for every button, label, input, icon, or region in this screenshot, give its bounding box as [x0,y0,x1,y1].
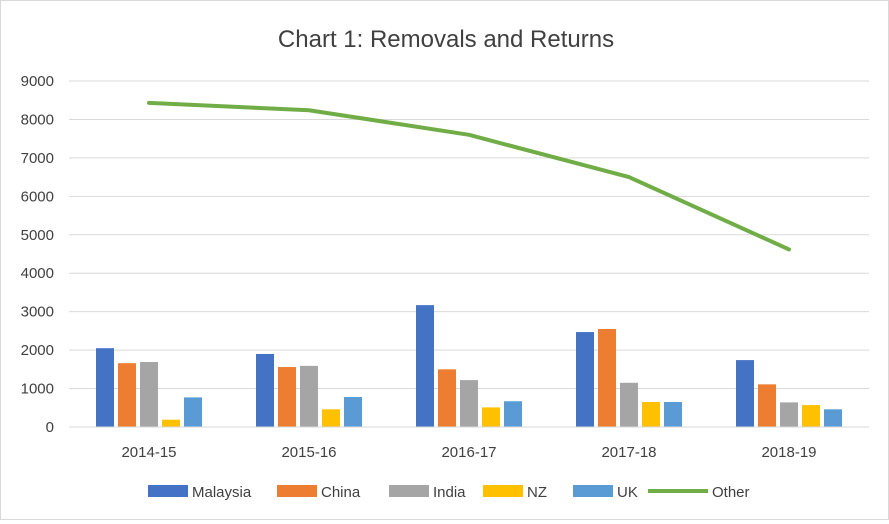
y-tick-label: 0 [46,419,54,436]
y-axis: 0 1000 2000 3000 4000 5000 6000 7000 8000 9000 [21,73,54,436]
bar-nz-2018-19 [802,405,820,427]
bar-malaysia-2015-16 [256,353,274,427]
legend-label-china: China [321,484,361,501]
bar-malaysia-2018-19 [736,360,754,427]
legend: Malaysia China India NZ UK Other [148,484,750,501]
bar-uk-2014-15 [184,397,202,427]
y-tick-label: 1000 [21,381,54,398]
bar-nz-2015-16 [322,409,340,427]
x-tick-label: 2018-19 [761,444,816,461]
bar-india-2017-18 [620,382,638,427]
legend-swatch-nz [483,485,523,497]
bar-malaysia-2017-18 [576,332,594,427]
legend-label-malaysia: Malaysia [192,484,252,501]
line-series [147,100,791,252]
legend-swatch-uk [573,485,613,497]
y-tick-label: 4000 [21,265,54,282]
bar-nz-2014-15 [162,419,180,427]
y-tick-label: 2000 [21,342,54,359]
legend-label-nz: NZ [527,484,547,501]
bar-malaysia-2014-15 [96,348,114,427]
bar-uk-2018-19 [824,409,842,427]
legend-swatch-india [389,485,429,497]
legend-label-uk: UK [617,484,638,501]
bar-india-2014-15 [140,362,158,427]
legend-label-india: India [433,484,466,501]
bar-uk-2016-17 [504,401,522,427]
line-other [147,100,791,252]
bar-nz-2017-18 [642,402,660,427]
bar-china-2015-16 [278,367,296,427]
y-tick-label: 9000 [21,73,54,90]
bar-malaysia-2016-17 [416,305,434,427]
y-tick-label: 7000 [21,150,54,167]
bar-china-2017-18 [598,328,616,427]
bar-uk-2017-18 [664,402,682,427]
y-tick-label: 5000 [21,227,54,244]
x-tick-label: 2014-15 [121,444,176,461]
bar-china-2014-15 [118,363,136,427]
y-tick-label: 3000 [21,304,54,321]
y-tick-label: 8000 [21,111,54,128]
bars [96,305,842,427]
legend-swatch-china [277,485,317,497]
bar-uk-2015-16 [344,397,362,427]
bar-india-2016-17 [460,380,478,427]
bar-nz-2016-17 [482,407,500,427]
bar-india-2018-19 [780,402,798,427]
x-tick-label: 2017-18 [601,444,656,461]
x-tick-label: 2016-17 [441,444,496,461]
x-tick-label: 2015-16 [281,444,336,461]
y-tick-label: 6000 [21,188,54,205]
chart-title: Chart 1: Removals and Returns [278,26,614,53]
x-axis: 2014-15 2015-16 2016-17 2017-18 2018-19 [69,426,869,461]
legend-label-other: Other [712,484,750,501]
gridlines [69,80,869,428]
bar-china-2018-19 [758,384,776,427]
legend-swatch-malaysia [148,485,188,497]
bar-china-2016-17 [438,369,456,427]
bar-india-2015-16 [300,365,318,427]
